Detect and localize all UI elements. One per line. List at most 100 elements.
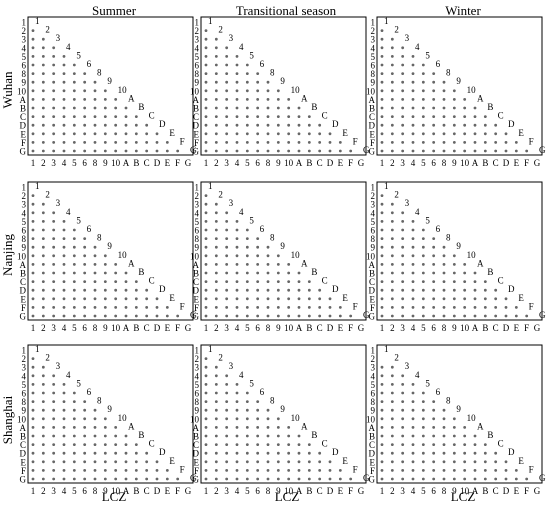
- significance-dot: [83, 80, 87, 84]
- significance-dot: [390, 297, 394, 301]
- significance-dot: [390, 477, 394, 481]
- significance-dot: [245, 451, 249, 455]
- significance-dot: [83, 460, 87, 464]
- significance-dot: [380, 80, 384, 84]
- significance-dot: [401, 220, 405, 223]
- x-tick-label: 9: [103, 158, 108, 168]
- significance-dot: [483, 477, 487, 481]
- panel-frame: [27, 16, 194, 156]
- significance-dot: [165, 314, 169, 318]
- significance-dot: [103, 106, 107, 110]
- significance-dot: [204, 237, 208, 241]
- significance-dot: [83, 443, 87, 446]
- significance-dot: [266, 80, 270, 84]
- significance-dot: [83, 123, 87, 127]
- significance-dot: [287, 271, 291, 275]
- x-tick-label: 9: [452, 486, 457, 496]
- y-tick-label: 2: [195, 191, 200, 201]
- significance-dot: [245, 98, 249, 101]
- significance-dot: [235, 132, 239, 136]
- x-tick-label: C: [144, 486, 150, 496]
- significance-dot: [401, 237, 405, 241]
- significance-dot: [276, 263, 280, 266]
- diagonal-label: G: [363, 310, 370, 320]
- y-tick-label: 9: [195, 243, 200, 253]
- significance-dot: [214, 451, 218, 455]
- significance-dot: [390, 89, 394, 93]
- significance-dot: [93, 115, 97, 118]
- significance-dot: [235, 280, 239, 283]
- significance-dot: [103, 149, 107, 153]
- significance-dot: [504, 297, 508, 301]
- significance-dot: [165, 141, 169, 144]
- panel-frame: [27, 344, 194, 484]
- significance-dot: [390, 383, 394, 386]
- x-axis-titles: LCZ LCZ LCZ: [102, 489, 476, 504]
- significance-dot: [31, 29, 35, 32]
- significance-dot: [421, 451, 425, 455]
- x-tick-label: D: [327, 158, 334, 168]
- y-tick-label: B: [369, 104, 375, 114]
- significance-dot: [411, 115, 415, 118]
- significance-dot: [421, 149, 425, 153]
- significance-dot: [52, 280, 56, 283]
- significance-dot: [52, 89, 56, 93]
- significance-dot: [235, 400, 239, 403]
- y-tick-label: F: [194, 466, 199, 476]
- significance-dot: [452, 451, 456, 455]
- y-tick-label: B: [369, 432, 375, 442]
- diagonal-label: D: [508, 119, 515, 129]
- panel-frame: [200, 16, 367, 156]
- significance-dot: [225, 89, 229, 93]
- diagonal-label: 9: [107, 76, 112, 86]
- significance-dot: [401, 400, 405, 403]
- significance-dot: [31, 271, 35, 275]
- y-tick-label: E: [194, 129, 200, 139]
- diagonal-label: 9: [456, 76, 461, 86]
- significance-dot: [390, 280, 394, 283]
- significance-dot: [83, 245, 87, 249]
- significance-dot: [483, 314, 487, 318]
- x-tick-label: 2: [41, 158, 46, 168]
- significance-dot: [411, 149, 415, 153]
- significance-dot: [72, 149, 76, 153]
- significance-dot: [380, 211, 384, 215]
- significance-dot: [83, 132, 87, 136]
- significance-dot: [256, 80, 260, 84]
- x-tick-label: 8: [266, 323, 271, 333]
- significance-dot: [380, 115, 384, 118]
- significance-dot: [31, 245, 35, 249]
- significance-dot: [214, 383, 218, 386]
- diagonal-label: G: [363, 473, 370, 483]
- y-tick-label: 1: [22, 18, 27, 28]
- significance-dot: [473, 469, 477, 472]
- significance-dot: [390, 306, 394, 309]
- y-tick-label: 6: [195, 226, 200, 236]
- significance-dot: [390, 149, 394, 153]
- diagonal-label: 3: [56, 33, 61, 43]
- significance-dot: [297, 297, 301, 301]
- significance-dot: [235, 391, 239, 395]
- significance-dot: [297, 443, 301, 446]
- significance-dot: [380, 306, 384, 309]
- x-tick-label: 3: [224, 323, 229, 333]
- significance-dot: [390, 202, 394, 206]
- significance-dot: [245, 426, 249, 429]
- significance-dot: [380, 280, 384, 283]
- diagonal-label: 5: [249, 215, 254, 225]
- significance-dot: [31, 37, 35, 41]
- significance-dot: [452, 306, 456, 309]
- significance-dot: [62, 80, 66, 84]
- y-tick-label: B: [193, 432, 199, 442]
- significance-dot: [483, 115, 487, 118]
- significance-dot: [432, 426, 436, 429]
- diagonal-label: D: [332, 447, 339, 457]
- y-tick-label: 5: [371, 380, 376, 390]
- significance-dot: [390, 417, 394, 421]
- significance-dot: [442, 271, 446, 275]
- y-tick-label: G: [193, 312, 200, 322]
- significance-dot: [31, 434, 35, 438]
- significance-dot: [390, 72, 394, 75]
- x-tick-label: 2: [214, 158, 219, 168]
- significance-dot: [380, 29, 384, 32]
